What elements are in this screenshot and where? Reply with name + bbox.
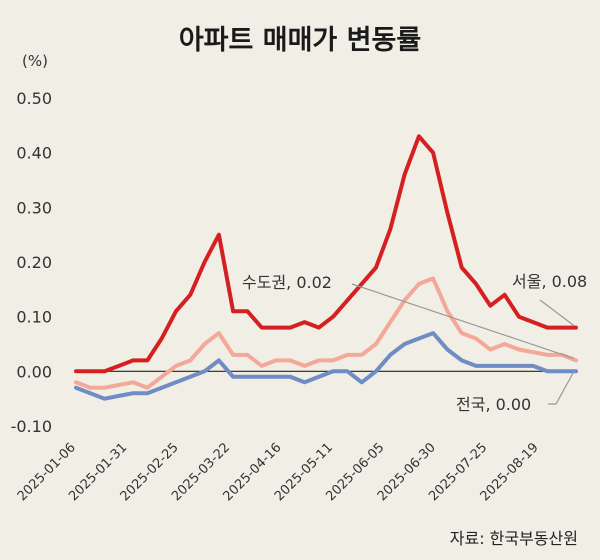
y-tick-label: 0.20 [16,253,52,272]
series-line-수도권 [74,276,578,390]
y-tick-label: -0.10 [11,417,52,436]
y-tick-label: 0.00 [16,362,52,381]
chart-title: 아파트 매매가 변동률 [178,25,422,56]
y-tick-label: 0.40 [16,144,52,163]
y-unit-label: (%) [22,52,48,70]
y-tick-label: 0.30 [16,198,52,217]
callout-leader [548,371,575,405]
source-label: 자료: 한국부동산원 [450,529,578,548]
y-tick-label: 0.10 [16,308,52,327]
callout-leader [351,283,575,359]
callout-label: 전국, 0.00 [456,395,531,414]
callout-label: 수도권, 0.02 [242,273,332,292]
series-line-전국 [74,331,578,401]
series-line-서울 [74,134,578,374]
callout-leader [539,299,575,327]
y-tick-label: 0.50 [16,89,52,108]
callout-label: 서울, 0.08 [512,272,587,291]
